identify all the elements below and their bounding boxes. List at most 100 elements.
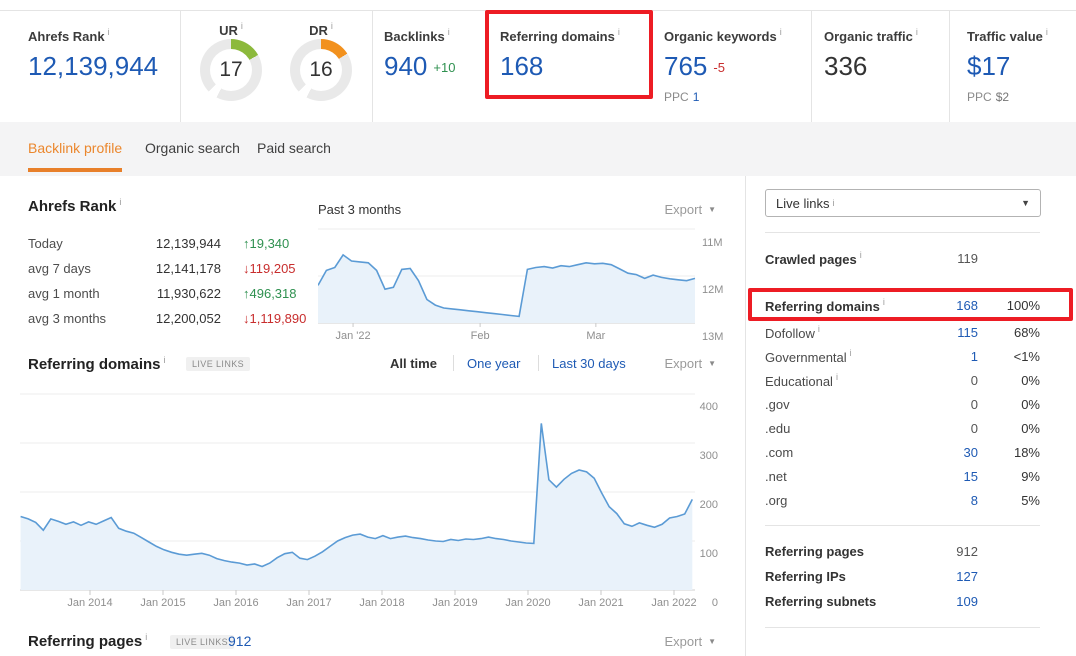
- svg-text:0: 0: [712, 597, 718, 609]
- referring-domains-trend-chart[interactable]: 400 300 200 100 0 Jan 2014 Jan 2015 Jan 2016 Jan…: [14, 390, 740, 616]
- rank-row-avg-7-days: avg 7 days 12,141,178 ↓119,205: [28, 261, 318, 281]
- metric-label: DR i: [309, 21, 333, 38]
- svg-text:Feb: Feb: [471, 330, 490, 342]
- rank-row-value: 12,139,944: [155, 236, 221, 251]
- export-button-refdomains-chart[interactable]: Export ▼: [664, 356, 717, 371]
- rank-row-delta: ↓1,119,890: [243, 311, 307, 326]
- ahrefs-rank-trend-chart[interactable]: 11M 12M 13M Jan '22 Feb Mar: [318, 222, 740, 348]
- ur-gauge: 17: [200, 39, 262, 101]
- down-arrow-icon: ↓: [243, 311, 250, 326]
- metric-traffic-value: Traffic value i $17 PPC $2: [967, 27, 1048, 104]
- row-count-link[interactable]: 8: [970, 492, 978, 508]
- info-icon: i: [859, 249, 862, 260]
- sidebar-row-governmental: Governmental i 1 <1%: [765, 344, 1040, 368]
- traffic-value-link[interactable]: $17: [967, 51, 1011, 81]
- row-count-link[interactable]: 15: [963, 468, 978, 484]
- row-percent: 68%: [1013, 324, 1040, 340]
- metric-referring-domains: Referring domains i 168: [500, 27, 620, 82]
- rank-row-delta: ↓119,205: [243, 261, 296, 276]
- info-icon: i: [835, 371, 838, 382]
- ppc-keywords-value[interactable]: 1: [692, 90, 700, 104]
- backlinks-value-link[interactable]: 940 +10: [384, 51, 456, 81]
- organic-keywords-value-link[interactable]: 765 -5: [664, 51, 725, 81]
- tab-paid-search[interactable]: Paid search: [257, 140, 331, 156]
- row-label: Referring IPs: [765, 569, 846, 584]
- metric-label: Organic traffic i: [824, 27, 918, 44]
- sidebar-row-referring-ips: Referring IPs 127: [765, 564, 1040, 589]
- row-label: Dofollow i: [765, 323, 820, 341]
- svg-text:Jan 2014: Jan 2014: [67, 597, 112, 609]
- row-count-link[interactable]: 1: [970, 348, 978, 364]
- rank-row-label: avg 1 month: [28, 286, 100, 301]
- row-count-link[interactable]: 127: [956, 569, 978, 584]
- metric-label: Traffic value i: [967, 27, 1048, 44]
- svg-text:Jan '22: Jan '22: [335, 330, 370, 342]
- organic-traffic-value: 336: [824, 51, 868, 81]
- dr-gauge: 16: [290, 39, 352, 101]
- divider: [765, 627, 1040, 628]
- filter-one-year[interactable]: One year: [467, 356, 521, 371]
- divider: [745, 176, 746, 656]
- info-icon: i: [447, 27, 450, 37]
- row-label: .org: [765, 492, 788, 508]
- svg-text:11M: 11M: [702, 237, 723, 249]
- referring-domains-value-link[interactable]: 168: [500, 51, 544, 81]
- backlinks-delta: +10: [433, 60, 456, 75]
- metric-ahrefs-rank: Ahrefs Rank i 12,139,944: [28, 27, 158, 82]
- metric-backlinks: Backlinks i 940 +10: [384, 27, 455, 82]
- info-icon: i: [119, 197, 122, 207]
- row-percent: 5%: [1021, 492, 1040, 508]
- svg-text:300: 300: [700, 450, 718, 462]
- active-tab-underline: [28, 168, 122, 172]
- ur-value: 17: [219, 58, 243, 81]
- export-button-refpages[interactable]: Export ▼: [664, 634, 717, 649]
- metric-label: Ahrefs Rank i: [28, 27, 110, 44]
- tab-backlink-profile[interactable]: Backlink profile: [28, 140, 123, 156]
- sidebar-row-net: .net 15 9%: [765, 464, 1040, 488]
- info-icon: i: [915, 27, 918, 37]
- export-button-rank-chart[interactable]: Export ▼: [664, 202, 717, 217]
- row-percent: 100%: [1006, 297, 1040, 313]
- svg-text:Jan 2019: Jan 2019: [432, 597, 477, 609]
- metric-ur: UR i 17: [200, 21, 262, 101]
- info-icon: i: [163, 355, 166, 365]
- info-icon: i: [849, 347, 852, 358]
- down-arrow-icon: ↓: [243, 261, 250, 276]
- row-count-link[interactable]: 115: [957, 324, 978, 340]
- row-count: 0: [970, 372, 978, 388]
- divider: [538, 355, 539, 371]
- ahrefs-rank-heading: Ahrefs Rank i: [28, 197, 122, 215]
- rank-row-value: 11,930,622: [156, 286, 221, 301]
- rank-row-label: avg 3 months: [28, 311, 107, 326]
- caret-down-icon: ▼: [708, 359, 716, 368]
- link-type-select[interactable]: Live links i ▼: [765, 189, 1041, 217]
- metrics-bar: Ahrefs Rank i 12,139,944 UR i 17 DR i 16 Ba…: [0, 10, 1076, 122]
- filter-all-time[interactable]: All time: [390, 356, 437, 371]
- caret-down-icon: ▼: [708, 637, 716, 646]
- live-links-badge: LIVE LINKS: [186, 357, 251, 371]
- tab-organic-search[interactable]: Organic search: [145, 140, 240, 156]
- row-count-link[interactable]: 109: [956, 594, 978, 609]
- tab-bar: Backlink profile Organic search Paid sea…: [0, 122, 1076, 176]
- svg-text:Jan 2020: Jan 2020: [505, 597, 550, 609]
- metric-label: Organic keywords i: [664, 27, 782, 44]
- ahrefs-rank-value-link[interactable]: 12,139,944: [28, 51, 159, 81]
- link-type-select-value: Live links: [776, 195, 830, 211]
- referring-pages-count-link[interactable]: 912: [228, 633, 252, 649]
- row-label: Referring subnets: [765, 594, 877, 609]
- row-percent: 18%: [1013, 444, 1040, 460]
- info-icon: i: [330, 21, 333, 31]
- row-count-link[interactable]: 30: [963, 444, 978, 460]
- dr-value: 16: [309, 58, 333, 81]
- svg-text:Jan 2015: Jan 2015: [140, 597, 185, 609]
- divider: [765, 525, 1040, 526]
- svg-text:400: 400: [700, 401, 718, 413]
- metric-label: Backlinks i: [384, 27, 450, 44]
- row-label: Educational i: [765, 371, 838, 389]
- row-label: Crawled pages i: [765, 249, 862, 267]
- referring-pages-heading: Referring pages i: [28, 632, 148, 650]
- metric-organic-traffic: Organic traffic i 336: [824, 27, 918, 82]
- filter-last-30-days[interactable]: Last 30 days: [552, 356, 626, 371]
- row-count-link[interactable]: 168: [956, 297, 978, 313]
- row-count: 0: [970, 420, 978, 436]
